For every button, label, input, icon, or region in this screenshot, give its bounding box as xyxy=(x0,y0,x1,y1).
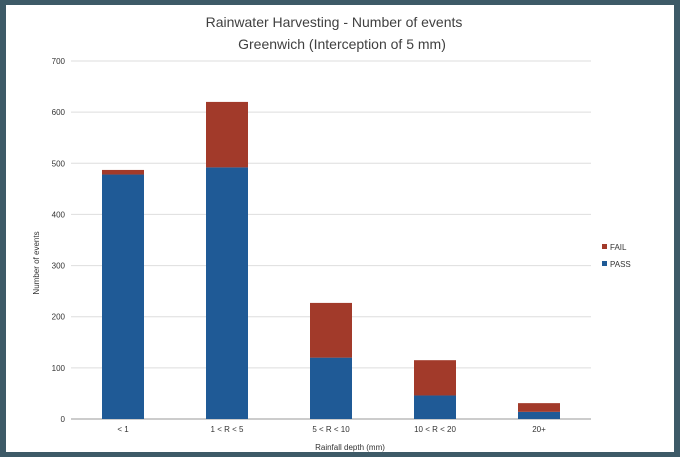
chart-title: Rainwater Harvesting - Number of events xyxy=(206,14,463,30)
bar-fail xyxy=(310,302,352,358)
x-axis-label: Rainfall depth (mm) xyxy=(315,443,385,452)
chart-subtitle: Greenwich (Interception of 5 mm) xyxy=(238,36,446,52)
bar-fail xyxy=(518,403,560,412)
bar-pass xyxy=(518,411,560,419)
bar-fail xyxy=(414,360,456,396)
legend-swatch-pass xyxy=(602,261,607,266)
chart-svg: Rainwater Harvesting - Number of events … xyxy=(32,14,631,452)
x-tick-label: < 1 xyxy=(117,425,129,434)
bar-pass xyxy=(206,167,248,419)
bar-fail xyxy=(206,101,248,168)
legend: FAIL PASS xyxy=(602,243,631,269)
bars xyxy=(102,101,560,419)
legend-label-pass: PASS xyxy=(610,260,631,269)
chart-frame: Rainwater Harvesting - Number of events … xyxy=(6,5,674,452)
y-tick-label: 400 xyxy=(52,210,66,219)
bar-fail xyxy=(102,169,144,175)
x-tick-label: 10 < R < 20 xyxy=(414,425,456,434)
legend-label-fail: FAIL xyxy=(610,243,627,252)
x-tick-label: 20+ xyxy=(532,425,546,434)
y-tick-label: 600 xyxy=(52,108,66,117)
y-tick-label: 100 xyxy=(52,364,66,373)
y-axis-label: Number of events xyxy=(32,231,41,294)
bar-pass xyxy=(102,174,144,419)
x-tick-label: 5 < R < 10 xyxy=(312,425,350,434)
bar-pass xyxy=(414,395,456,419)
y-tick-label: 0 xyxy=(61,415,66,424)
x-tick-labels: < 1 1 < R < 5 5 < R < 10 10 < R < 20 20+ xyxy=(117,425,546,434)
bar-pass xyxy=(310,357,352,419)
y-tick-label: 200 xyxy=(52,313,66,322)
legend-swatch-fail xyxy=(602,244,607,249)
x-tick-label: 1 < R < 5 xyxy=(211,425,244,434)
y-tick-label: 700 xyxy=(52,57,66,66)
y-tick-label: 500 xyxy=(52,159,66,168)
y-tick-labels: 0 100 200 300 400 500 600 700 xyxy=(52,57,66,424)
y-tick-label: 300 xyxy=(52,262,66,271)
